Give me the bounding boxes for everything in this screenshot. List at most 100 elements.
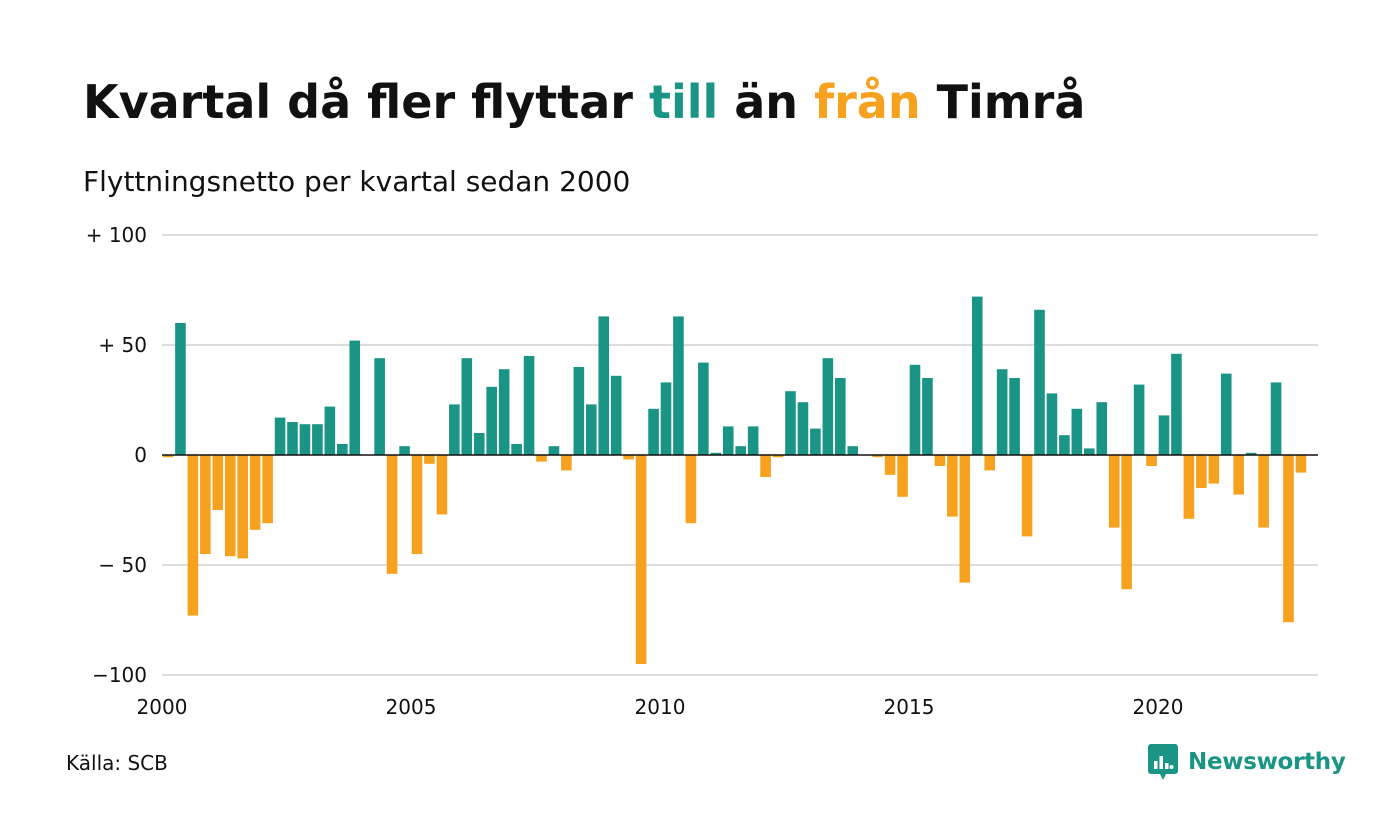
bar: [947, 455, 958, 517]
bar: [1034, 309, 1045, 455]
bar: [1133, 384, 1145, 455]
title-highlight-fran: från: [814, 75, 921, 129]
bar: [536, 455, 547, 462]
bar: [710, 452, 722, 455]
y-tick-label: 0: [134, 443, 147, 467]
bar: [262, 455, 273, 524]
bar: [224, 455, 236, 557]
bar: [722, 426, 734, 455]
bar: [573, 367, 585, 455]
bar: [349, 340, 361, 455]
bar: [498, 369, 510, 455]
bar: [175, 323, 186, 455]
bar: [698, 362, 709, 455]
x-tick-label: 2010: [635, 695, 686, 719]
x-tick-label: 2000: [137, 695, 188, 719]
bar: [623, 455, 634, 460]
bar: [1295, 455, 1307, 473]
bar: [1233, 455, 1244, 495]
y-axis-tick-labels: + 100 + 50 0 − 50 −100: [86, 223, 147, 687]
bar: [1084, 448, 1095, 455]
bar: [1283, 455, 1294, 623]
title-part-2: än: [718, 75, 815, 129]
bar: [934, 455, 946, 466]
bar: [1270, 382, 1282, 455]
newsworthy-logo-icon: [1148, 744, 1178, 780]
bar: [598, 316, 610, 455]
x-tick-label: 2015: [884, 695, 935, 719]
bar: [424, 455, 435, 464]
chart-title: Kvartal då fler flyttar till än från Tim…: [83, 70, 1085, 134]
bar: [1171, 353, 1182, 455]
bar: [274, 417, 286, 455]
bar: [374, 358, 385, 455]
brand-name: Newsworthy: [1188, 749, 1346, 775]
bar: [735, 446, 746, 455]
bar: [337, 444, 348, 455]
bar: [461, 358, 473, 455]
bar: [1158, 415, 1170, 455]
bar: [200, 455, 211, 554]
bar: [797, 402, 809, 455]
bar: [1096, 402, 1108, 455]
bar: [772, 455, 784, 458]
x-axis-tick-labels: 2000 2005 2010 2015 2020: [137, 695, 1184, 719]
bar: [971, 296, 983, 455]
y-tick-label: −100: [92, 663, 147, 687]
bar: [922, 378, 933, 455]
bar: [249, 455, 261, 530]
bar: [847, 446, 859, 455]
bar: [411, 455, 423, 554]
bar: [747, 426, 759, 455]
bar: [785, 391, 796, 455]
bar: [324, 406, 336, 455]
bar: [872, 455, 883, 458]
bar: [287, 422, 298, 455]
bar: [1046, 393, 1058, 455]
bar: [810, 428, 821, 455]
bar: [523, 356, 535, 455]
bar: [822, 358, 834, 455]
title-part-1: Kvartal då fler flyttar: [83, 75, 649, 129]
brand-logo[interactable]: Newsworthy: [1148, 742, 1346, 782]
x-tick-label: 2020: [1133, 695, 1184, 719]
bar: [386, 455, 398, 574]
bar: [897, 455, 908, 497]
bar: [673, 316, 684, 455]
bar: [835, 378, 846, 455]
bar: [312, 424, 323, 455]
bar: [1245, 452, 1257, 455]
bar: [685, 455, 697, 524]
bar: [548, 446, 560, 455]
bar: [635, 455, 647, 664]
chart-subtitle: Flyttningsnetto per kvartal sedan 2000: [83, 165, 631, 198]
bar: [187, 455, 199, 616]
bar: [1009, 378, 1020, 455]
bar: [1196, 455, 1207, 488]
bar: [561, 455, 572, 471]
source-note: Källa: SCB: [66, 751, 168, 775]
bar: [1121, 455, 1132, 590]
bar: [1208, 455, 1220, 484]
bar: [610, 375, 622, 455]
bar: [1059, 435, 1070, 455]
bar: [162, 455, 174, 458]
bar: [399, 446, 410, 455]
bar: [1146, 455, 1157, 466]
bar: [648, 408, 659, 455]
x-tick-label: 2005: [386, 695, 437, 719]
bar: [212, 455, 224, 510]
bar: [660, 382, 672, 455]
bar: [1220, 373, 1232, 455]
y-tick-label: − 50: [98, 553, 147, 577]
bar: [1258, 455, 1269, 528]
bar: [959, 455, 971, 583]
bar: [996, 369, 1008, 455]
bars: [162, 296, 1307, 664]
bar: [511, 444, 522, 455]
bar: [1183, 455, 1195, 519]
bar: [237, 455, 248, 559]
bar: [473, 433, 485, 455]
title-part-3: Timrå: [920, 75, 1086, 129]
y-tick-label: + 100: [86, 223, 147, 247]
